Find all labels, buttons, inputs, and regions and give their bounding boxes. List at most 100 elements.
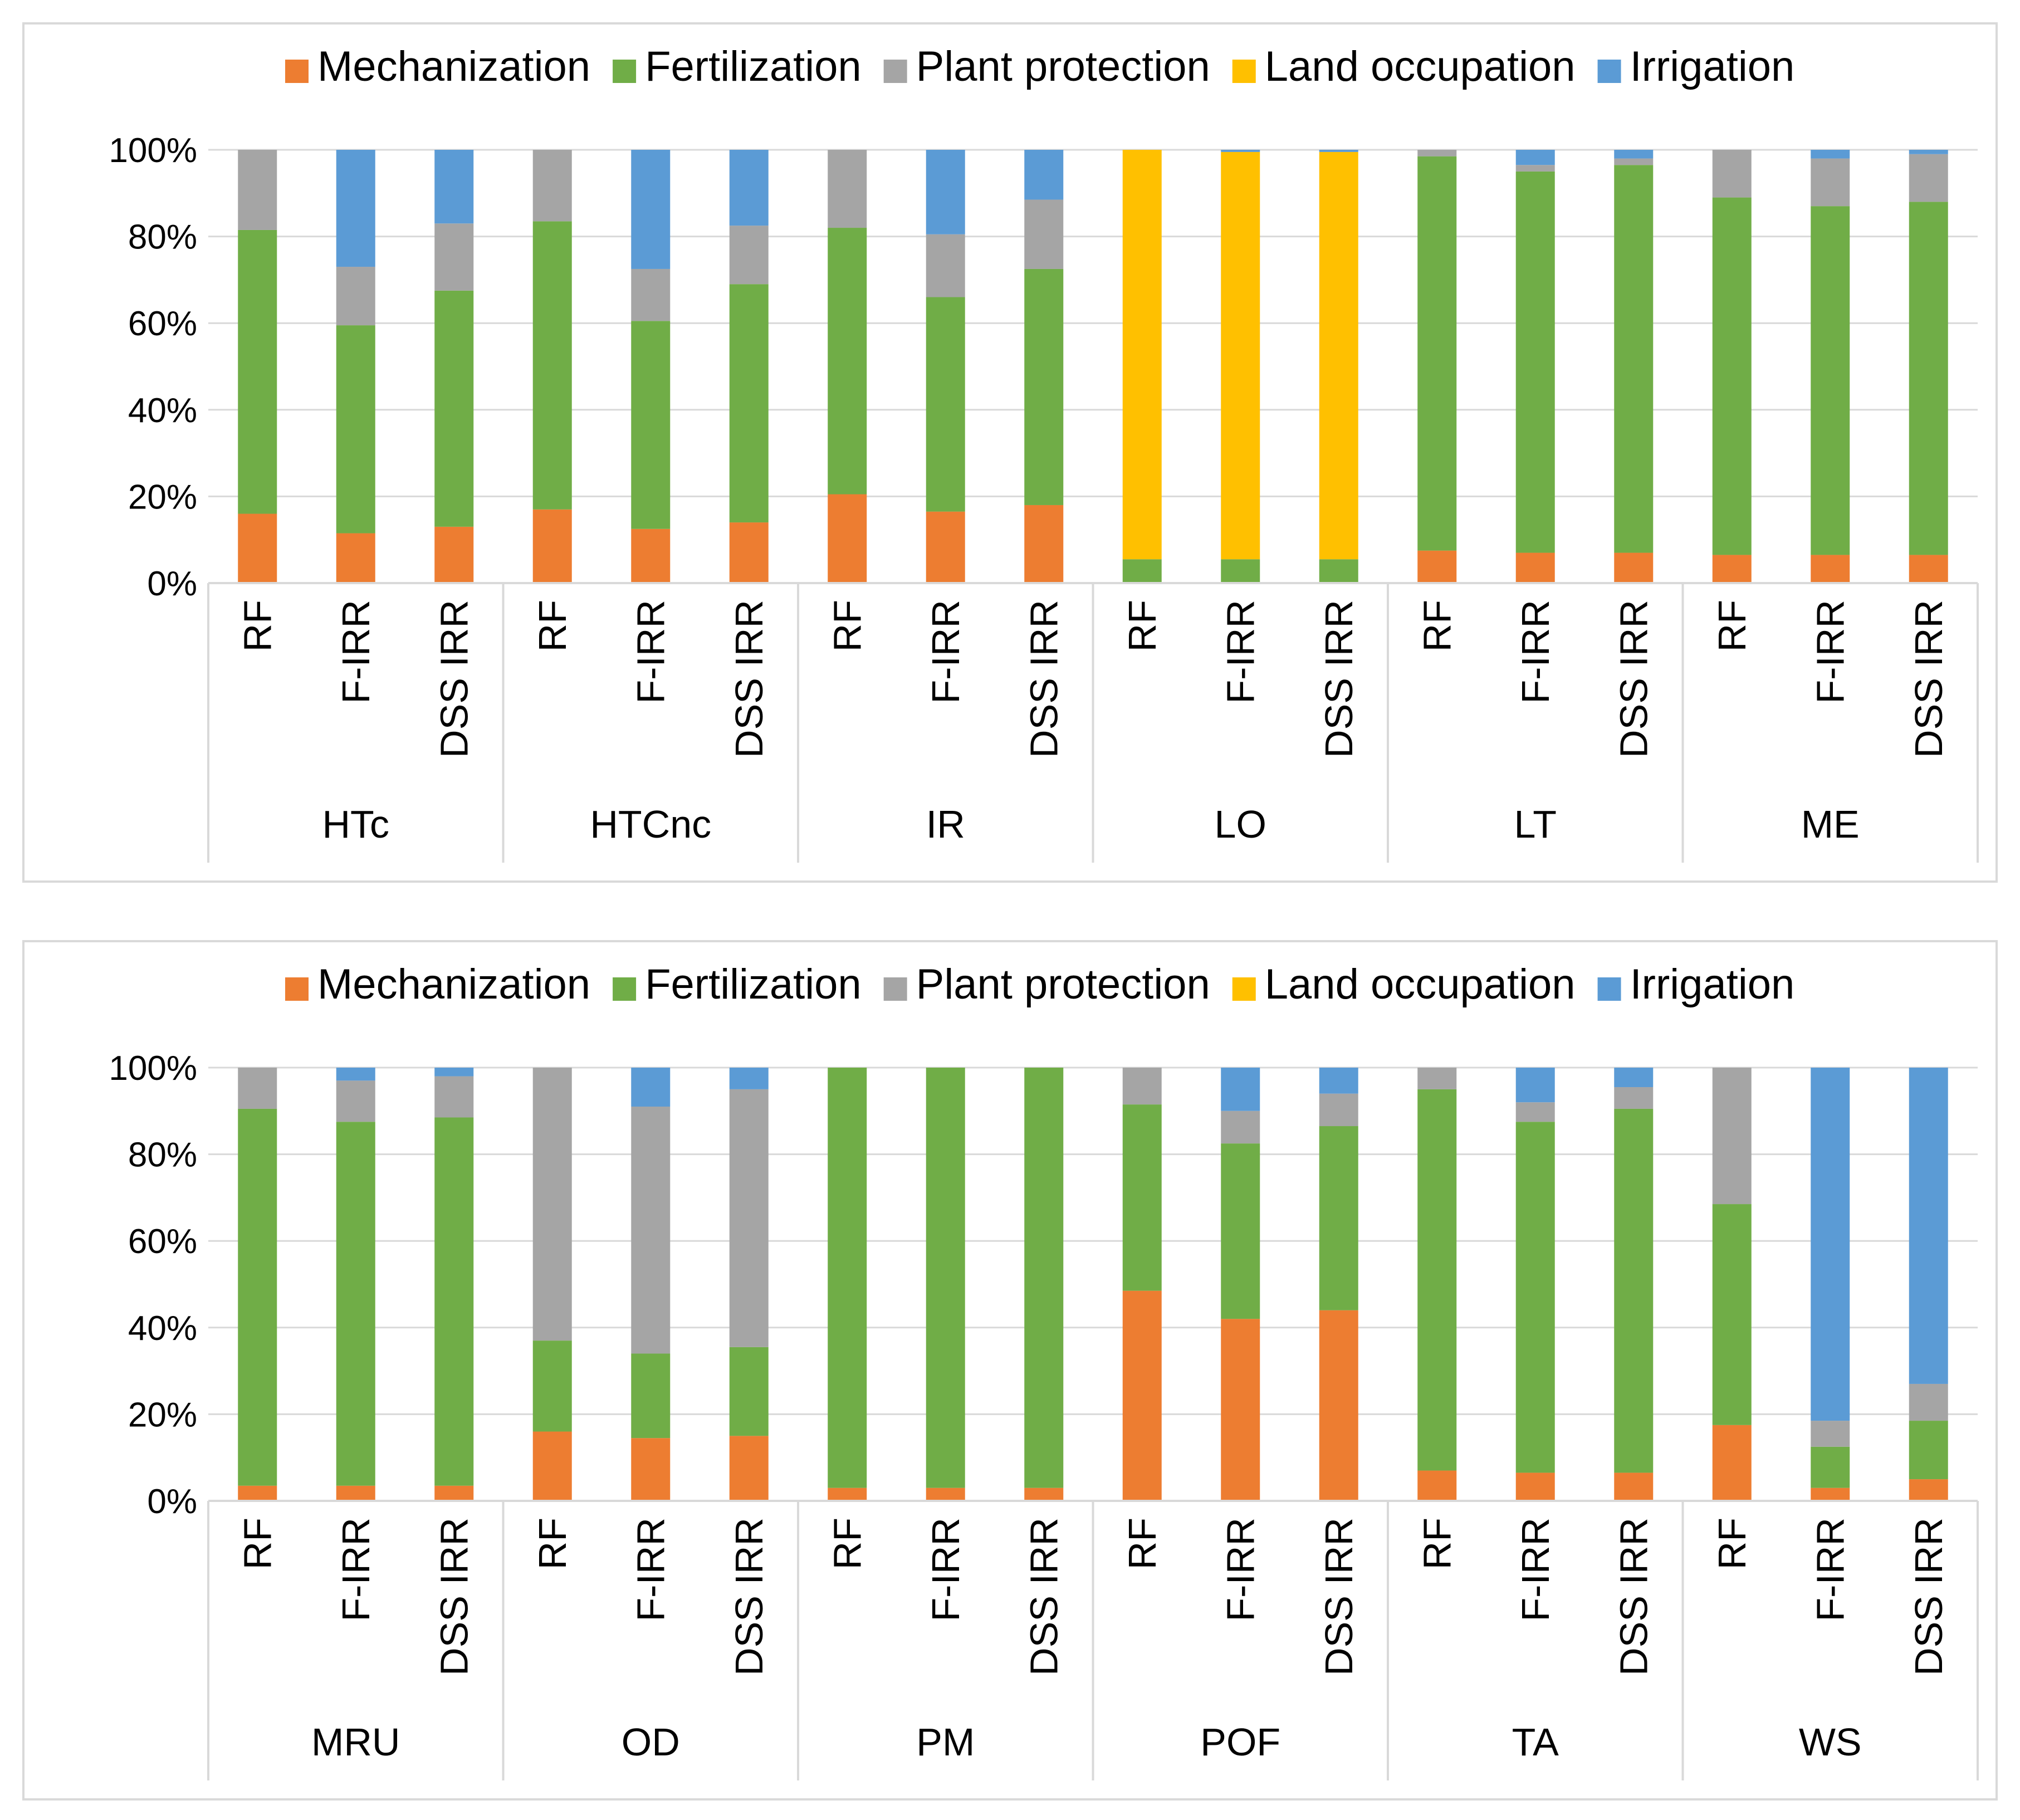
bar-segment-od-dss-irr-mechanization <box>729 1436 769 1501</box>
x-category-label: RF <box>825 1518 869 1569</box>
y-tick-label: 60% <box>128 305 197 343</box>
x-category-label: RF <box>825 600 869 652</box>
x-group-label: LO <box>1215 803 1266 846</box>
bar-segment-htcnc-f-irr-irrigation <box>631 150 671 269</box>
bar-segment-htcnc-dss-irr-plant-protection <box>729 226 769 285</box>
bar-segment-od-rf-fertilization <box>532 1340 572 1432</box>
x-category-label: DSS IRR <box>1317 1518 1361 1676</box>
bar-segment-htc-rf-fertilization <box>238 229 277 514</box>
bar-segment-mru-f-irr-plant-protection <box>336 1080 375 1122</box>
legend-swatch-fertilization <box>613 977 637 1001</box>
legend-label-mechanization: Mechanization <box>317 43 590 90</box>
legend-label-land-occupation: Land occupation <box>1265 43 1576 90</box>
y-tick-label: 0% <box>147 1483 197 1521</box>
bar-segment-me-rf-fertilization <box>1712 197 1752 555</box>
bar-segment-htcnc-dss-irr-irrigation <box>729 150 769 226</box>
x-category-label: DSS IRR <box>432 600 476 758</box>
y-tick-label: 20% <box>128 1396 197 1434</box>
bar-segment-lt-dss-irr-mechanization <box>1614 552 1654 583</box>
bar-segment-lt-rf-mechanization <box>1417 550 1457 583</box>
bar-segment-ws-f-irr-irrigation <box>1811 1068 1850 1421</box>
x-category-label: F-IRR <box>334 600 378 704</box>
x-category-label: F-IRR <box>1219 1518 1262 1622</box>
x-category-label: RF <box>1415 600 1459 652</box>
x-group-label: LT <box>1514 803 1557 846</box>
bar-segment-me-dss-irr-irrigation <box>1909 150 1948 154</box>
x-group-label: ME <box>1801 803 1860 846</box>
x-category-label: F-IRR <box>1808 600 1852 704</box>
bar-segment-me-f-irr-fertilization <box>1811 206 1850 555</box>
x-category-label: RF <box>1710 1518 1754 1569</box>
x-category-label: F-IRR <box>1514 1518 1557 1622</box>
bar-segment-ws-dss-irr-irrigation <box>1909 1068 1948 1384</box>
bar-segment-mru-rf-fertilization <box>238 1108 277 1486</box>
x-category-label: F-IRR <box>629 600 672 704</box>
bar-segment-pof-f-irr-mechanization <box>1221 1319 1260 1501</box>
bar-segment-lo-dss-irr-irrigation <box>1319 150 1358 152</box>
bar-segment-od-dss-irr-fertilization <box>729 1347 769 1436</box>
bar-segment-me-rf-mechanization <box>1712 555 1752 583</box>
bar-segment-mru-rf-mechanization <box>238 1485 277 1501</box>
bar-segment-htcnc-rf-fertilization <box>532 221 572 510</box>
x-category-label: DSS IRR <box>727 1518 771 1676</box>
legend-label-land-occupation: Land occupation <box>1265 961 1576 1008</box>
bar-segment-ta-f-irr-fertilization <box>1515 1122 1555 1473</box>
bar-segment-pm-dss-irr-fertilization <box>1024 1068 1064 1488</box>
y-tick-label: 80% <box>128 218 197 257</box>
legend-label-plant-protection: Plant protection <box>916 961 1210 1008</box>
bar-segment-htc-dss-irr-plant-protection <box>434 223 474 291</box>
bar-segment-pof-f-irr-irrigation <box>1221 1068 1260 1111</box>
bar-segment-me-rf-plant-protection <box>1712 150 1752 198</box>
bar-segment-mru-f-irr-fertilization <box>336 1122 375 1486</box>
legend-label-irrigation: Irrigation <box>1630 43 1795 90</box>
x-group-label: TA <box>1512 1720 1559 1764</box>
bar-segment-me-dss-irr-plant-protection <box>1909 154 1948 202</box>
x-group-label: HTCnc <box>590 803 711 846</box>
x-category-label: DSS IRR <box>1022 600 1065 758</box>
legend-swatch-land-occupation <box>1232 60 1256 83</box>
bar-segment-lt-f-irr-fertilization <box>1515 171 1555 553</box>
bar-segment-lt-rf-plant-protection <box>1417 150 1457 156</box>
x-group-label: MRU <box>311 1720 400 1764</box>
bar-segment-ir-rf-fertilization <box>828 228 867 495</box>
bar-segment-pof-dss-irr-irrigation <box>1319 1068 1358 1094</box>
bar-segment-ir-f-irr-mechanization <box>926 511 965 583</box>
bar-segment-pof-rf-plant-protection <box>1122 1068 1162 1105</box>
bar-segment-ir-dss-irr-irrigation <box>1024 150 1064 200</box>
legend-label-irrigation: Irrigation <box>1630 961 1795 1008</box>
bar-segment-od-f-irr-fertilization <box>631 1353 671 1439</box>
bar-segment-lt-f-irr-mechanization <box>1515 552 1555 583</box>
stacked-bar-chart-bottom: 0% 20% 40% 60% 80% 100% RF F-IRR DSS IRR MRU RF F-I… <box>109 961 1979 1780</box>
x-group-label: POF <box>1200 1720 1280 1764</box>
bar-segment-ir-dss-irr-fertilization <box>1024 268 1064 505</box>
bar-segment-htc-dss-irr-fertilization <box>434 290 474 527</box>
bar-segment-mru-f-irr-mechanization <box>336 1485 375 1501</box>
bar-segment-od-dss-irr-plant-protection <box>729 1089 769 1347</box>
chart-panel-top: 0% 20% 40% 60% 80% 100% RF F-IRR DSS IRR HTc RF F-I… <box>22 22 1998 883</box>
bar-segment-htc-f-irr-fertilization <box>336 325 375 534</box>
bar-segment-pof-rf-mechanization <box>1122 1290 1162 1501</box>
bar-segment-htc-rf-mechanization <box>238 513 277 583</box>
x-category-label: RF <box>1121 1518 1164 1569</box>
bar-segment-lt-dss-irr-irrigation <box>1614 150 1654 159</box>
bar-segment-htcnc-rf-mechanization <box>532 509 572 583</box>
bar-segment-lt-dss-irr-fertilization <box>1614 165 1654 553</box>
bar-segment-ta-dss-irr-irrigation <box>1614 1068 1654 1088</box>
x-group-label: PM <box>916 1720 975 1764</box>
bar-segment-htcnc-f-irr-fertilization <box>631 321 671 529</box>
legend-swatch-land-occupation <box>1232 977 1256 1001</box>
bar-segment-ws-rf-mechanization <box>1712 1425 1752 1501</box>
x-category-label: DSS IRR <box>1612 600 1655 758</box>
bar-segment-lo-rf-land-occupation <box>1122 150 1162 560</box>
x-category-label: RF <box>236 600 279 652</box>
legend-label-fertilization: Fertilization <box>645 43 862 90</box>
x-category-label: F-IRR <box>924 600 967 704</box>
bar-segment-htc-rf-plant-protection <box>238 150 277 230</box>
x-group-label: OD <box>622 1720 680 1764</box>
bar-segment-pm-rf-fertilization <box>828 1068 867 1488</box>
bar-segment-lo-dss-irr-fertilization <box>1319 559 1358 583</box>
bar-segment-pof-f-irr-fertilization <box>1221 1143 1260 1319</box>
bar-segment-ir-f-irr-plant-protection <box>926 234 965 297</box>
x-category-label: DSS IRR <box>1612 1518 1655 1676</box>
bar-segment-ws-f-irr-fertilization <box>1811 1446 1850 1488</box>
